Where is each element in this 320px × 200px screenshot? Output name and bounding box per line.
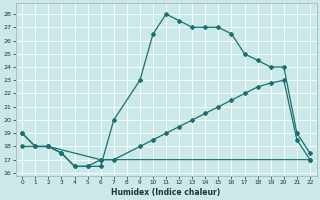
X-axis label: Humidex (Indice chaleur): Humidex (Indice chaleur) — [111, 188, 221, 197]
